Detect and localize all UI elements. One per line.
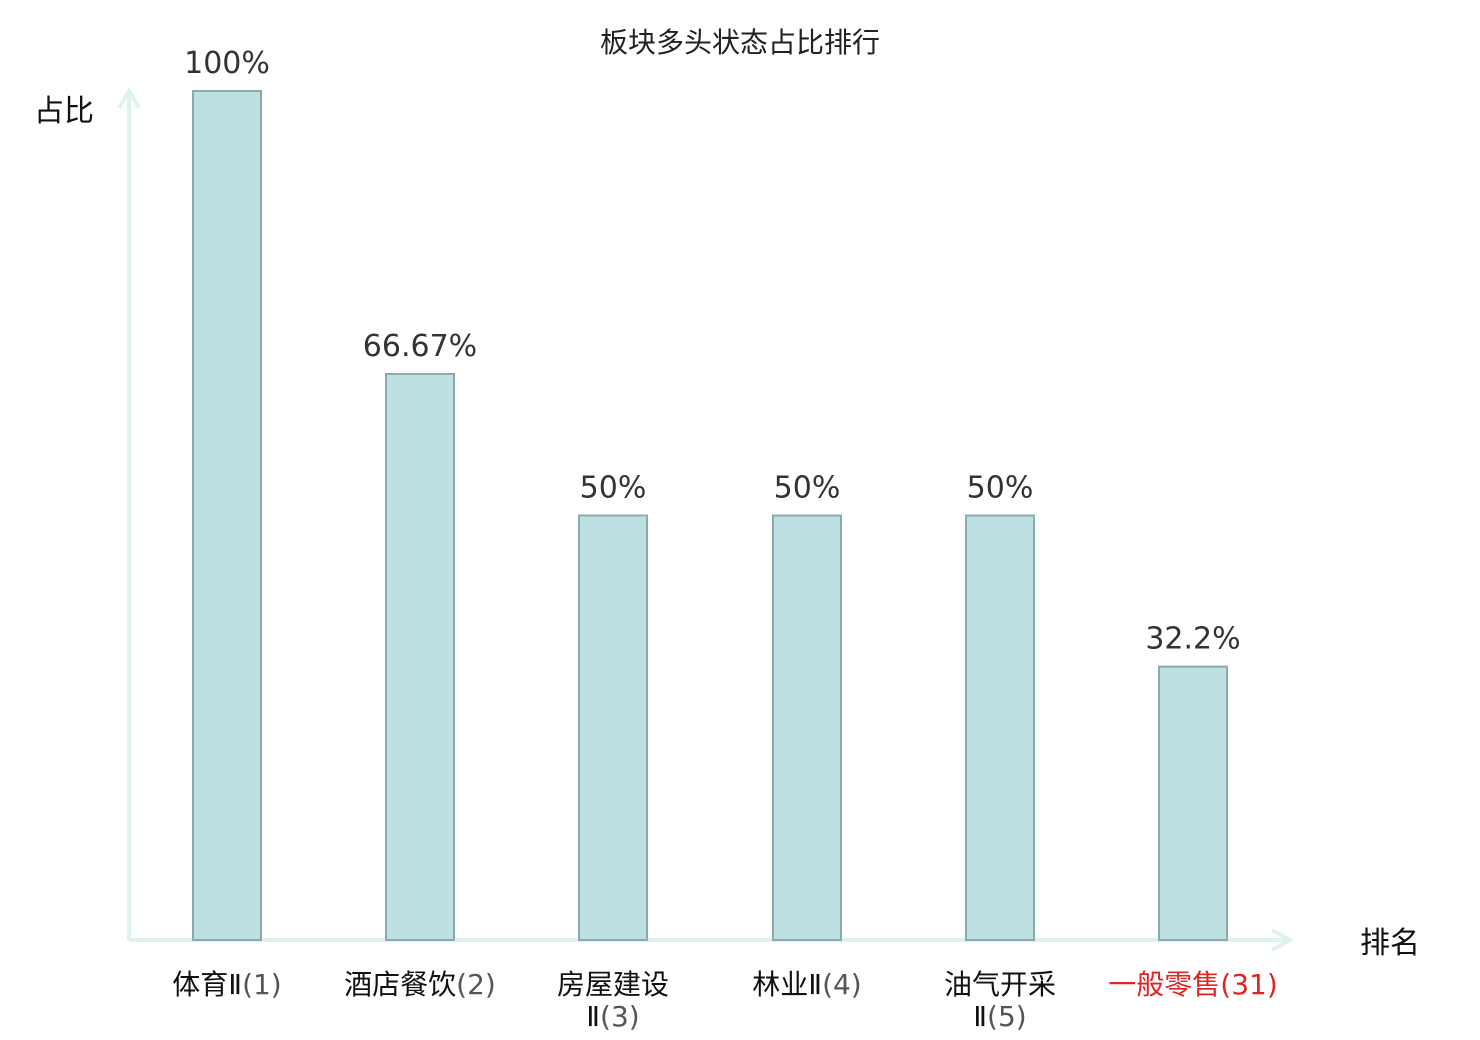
y-axis-label: 占比 <box>34 94 94 129</box>
category-label: 一般零售(31) <box>1108 968 1278 1001</box>
category-label: 林业Ⅱ(4) <box>752 968 861 1001</box>
value-label: 50% <box>774 471 841 506</box>
value-labels-group: 100% 66.67% 50% 50% 50% 32.2% <box>184 46 1241 657</box>
x-axis-arrow <box>1271 928 1295 952</box>
value-label: 100% <box>184 46 270 81</box>
bar <box>578 514 648 941</box>
bar <box>1158 665 1228 941</box>
value-label: 50% <box>580 471 647 506</box>
y-axis-arrow <box>117 87 141 110</box>
category-label: 体育Ⅱ(1) <box>172 968 281 1001</box>
value-label: 66.67% <box>363 329 477 364</box>
bar <box>385 372 455 942</box>
value-label: 50% <box>967 471 1034 506</box>
category-labels-group: 体育Ⅱ(1) 酒店餐饮(2) 房屋建设 Ⅱ(3) 林业Ⅱ(4) 油气开采 Ⅱ(5) 一般零售(… <box>172 968 1277 1033</box>
bar <box>192 90 262 941</box>
bar <box>965 514 1035 941</box>
value-label: 32.2% <box>1145 622 1240 657</box>
bar <box>772 514 842 941</box>
bars-group <box>192 90 1228 942</box>
category-label: 酒店餐饮(2) <box>344 968 496 1001</box>
x-axis-label: 排名 <box>1360 926 1420 961</box>
category-label: 房屋建设 Ⅱ(3) <box>557 968 669 1033</box>
category-label: 油气开采 Ⅱ(5) <box>944 968 1056 1033</box>
chart-title: 板块多头状态占比排行 <box>600 26 880 59</box>
